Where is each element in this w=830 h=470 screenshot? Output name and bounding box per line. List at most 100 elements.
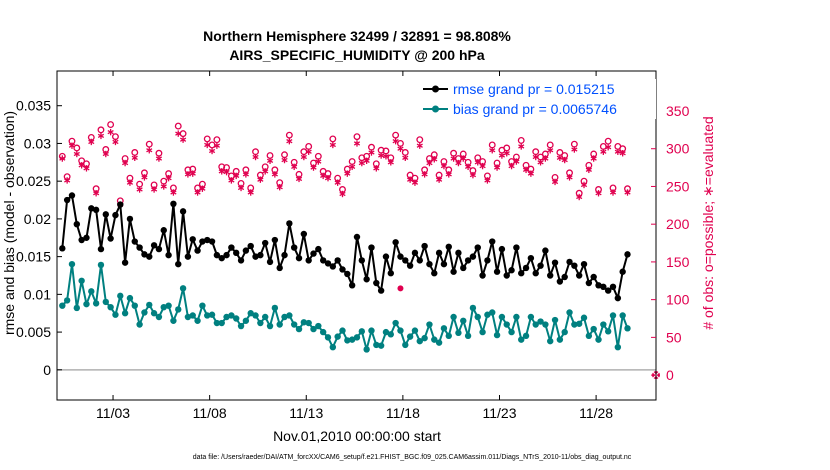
obs-evaluated-marker — [605, 144, 612, 151]
obs-evaluated-marker — [83, 165, 90, 172]
legend-box — [419, 79, 656, 119]
y-tick-label-right: 150 — [666, 254, 690, 270]
rmse-data-point — [561, 273, 568, 281]
rmse-data-point — [121, 259, 129, 266]
obs-evaluated-stroke — [426, 160, 433, 166]
obs-evaluated-marker — [547, 147, 554, 154]
rmse-data-point — [431, 270, 438, 277]
obs-evaluated-marker — [233, 172, 240, 180]
outlier-marker — [397, 285, 404, 292]
bias-data-point — [117, 292, 124, 300]
bias-data-point — [575, 320, 583, 327]
bias-data-point — [590, 325, 597, 333]
bias-data-point — [373, 341, 380, 349]
legend-rmse-label: rmse grand pr = 0.015215 — [453, 81, 615, 97]
bias-data-point — [146, 301, 153, 309]
rmse-data-point — [571, 262, 578, 269]
rmse-data-point — [614, 294, 622, 302]
obs-evaluated-marker — [112, 138, 119, 146]
bias-data-point — [624, 325, 631, 332]
bias-data-point — [290, 321, 298, 328]
obs-evaluated-marker — [228, 177, 235, 184]
obs-evaluated-stroke — [489, 148, 496, 153]
obs-evaluated-marker — [155, 155, 163, 162]
obs-evaluated-marker — [189, 170, 196, 177]
obs-evaluated-marker — [324, 174, 332, 182]
rmse-data-point — [204, 236, 211, 244]
bias-data-point — [450, 313, 457, 321]
obs-evaluated-marker — [407, 176, 414, 183]
obs-evaluated-marker — [358, 159, 365, 167]
obs-evaluated-marker — [122, 159, 129, 167]
obs-evaluated-marker — [397, 145, 404, 152]
obs-possible-marker — [107, 121, 115, 129]
obs-evaluated-stroke — [324, 175, 332, 181]
rmse-data-point — [276, 264, 283, 272]
obs-evaluated-marker — [218, 168, 225, 175]
bias-data-point — [416, 337, 423, 345]
obs-evaluated-marker — [600, 148, 607, 155]
obs-evaluated-marker — [184, 171, 192, 178]
bias-data-point — [252, 312, 259, 319]
obs-evaluated-marker — [262, 168, 269, 175]
obs-evaluated-marker — [64, 177, 71, 184]
obs-evaluated-marker — [150, 186, 158, 193]
bias-data-point — [199, 302, 206, 309]
obs-evaluated-stroke — [276, 185, 283, 190]
rmse-data-point — [88, 205, 95, 212]
rmse-data-point — [165, 251, 172, 259]
obs-evaluated-marker — [329, 141, 336, 149]
rmse-data-point — [160, 227, 167, 234]
obs-evaluated-stroke — [614, 149, 621, 154]
obs-evaluated-marker — [59, 155, 66, 162]
rmse-data-point — [609, 283, 617, 291]
bias-data-point — [464, 332, 472, 340]
obs-possible-marker — [546, 141, 554, 149]
bias-data-point — [431, 336, 438, 343]
obs-evaluated-marker — [532, 153, 539, 161]
rmse-data-point — [368, 244, 375, 251]
rmse-data-point — [402, 257, 409, 264]
obs-evaluated-stroke — [83, 166, 90, 171]
y-tick-label-left: 0.035 — [16, 98, 51, 114]
rmse-data-point — [295, 254, 303, 262]
obs-evaluated-marker — [518, 143, 525, 150]
bias-data-point — [136, 321, 143, 328]
bias-data-point — [204, 312, 211, 319]
x-axis: 11/03 11/08 11/13 11/18 11/23 11/28 — [96, 71, 613, 421]
obs-evaluated-stroke — [595, 191, 602, 196]
obs-evaluated-stroke — [455, 160, 462, 166]
obs-evaluated-marker — [102, 150, 109, 158]
obs-evaluated-stroke — [522, 167, 530, 173]
rmse-data-point — [619, 268, 626, 275]
obs-evaluated-stroke — [382, 154, 390, 159]
obs-evaluated-marker — [474, 159, 481, 166]
bias-data-point — [566, 309, 573, 316]
obs-evaluated-stroke — [392, 139, 399, 144]
rmse-data-point — [59, 245, 66, 252]
bias-data-point — [595, 336, 602, 343]
rmse-data-point — [68, 192, 76, 199]
rmse-data-point — [556, 278, 564, 285]
rmse-data-point — [324, 260, 332, 267]
obs-evaluated-stroke — [460, 156, 467, 161]
obs-evaluated-marker — [349, 163, 356, 171]
y-tick-label-right: 350 — [666, 103, 690, 119]
obs-evaluated-marker — [136, 186, 143, 193]
obs-evaluated-stroke — [223, 169, 230, 175]
bias-data-point — [503, 321, 510, 328]
obs-evaluated-marker — [426, 159, 433, 167]
bias-data-point — [88, 288, 95, 295]
obs-evaluated-stroke — [160, 184, 167, 189]
rmse-data-point — [262, 239, 269, 247]
bias-data-point — [392, 319, 399, 327]
obs-evaluated-marker — [527, 170, 534, 177]
bias-data-point — [460, 317, 467, 324]
obs-evaluated-stroke — [93, 191, 100, 196]
obs-evaluated-stroke — [228, 178, 235, 183]
rmse-data-point — [310, 250, 317, 257]
obs-possible-marker — [179, 130, 187, 138]
bias-data-point — [189, 312, 196, 319]
obs-evaluated-marker — [208, 147, 216, 155]
rmse-data-point — [213, 251, 221, 259]
